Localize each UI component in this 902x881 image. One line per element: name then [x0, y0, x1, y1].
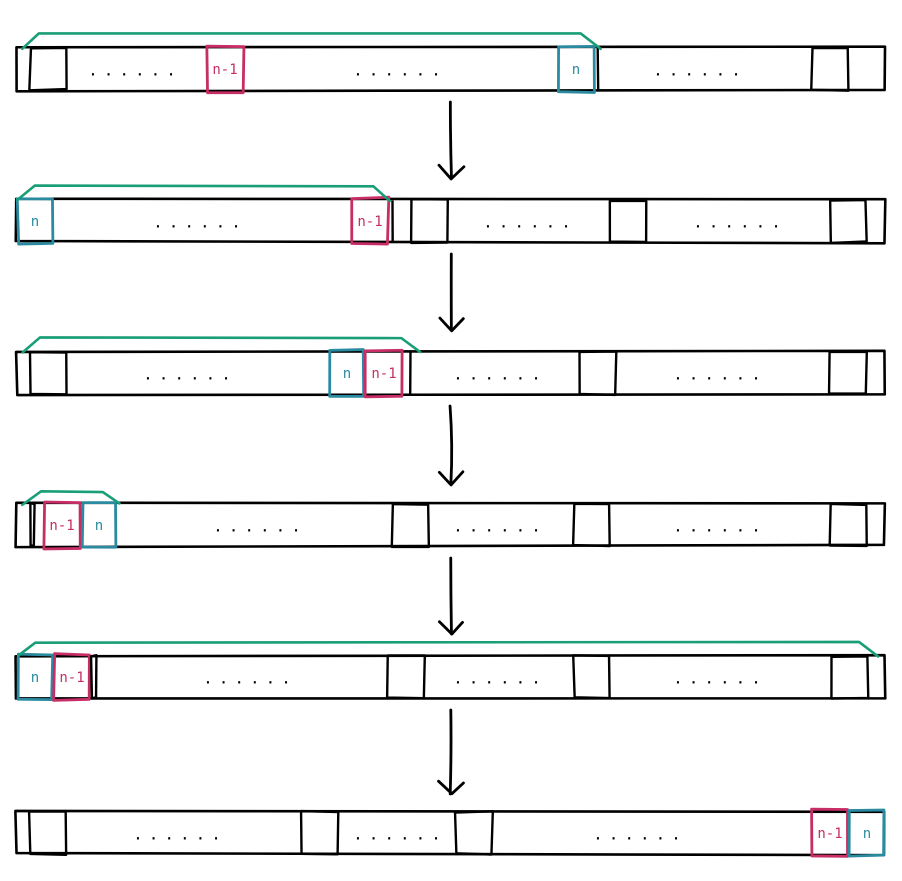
cell-label: n	[95, 518, 103, 534]
ellipsis: ......	[653, 61, 747, 80]
cell	[831, 656, 868, 698]
ellipsis: ......	[483, 213, 577, 232]
cell-label: n	[863, 826, 871, 842]
cell	[411, 199, 448, 243]
cell	[455, 811, 493, 854]
cell	[610, 201, 646, 242]
ellipsis: ......	[213, 517, 307, 536]
array-row: n-1 n..................	[16, 502, 885, 549]
arrow-shaft	[450, 710, 451, 794]
cell	[91, 655, 96, 698]
cell-label: n	[31, 670, 39, 686]
cell	[830, 504, 867, 546]
cell	[830, 200, 867, 243]
cell	[387, 655, 425, 698]
cell-label: n-1	[357, 214, 382, 230]
arrow-shaft	[450, 406, 452, 484]
divider	[598, 48, 599, 90]
cell	[29, 812, 66, 855]
array-row: n n-1..................	[16, 197, 886, 244]
arrow-shaft	[451, 558, 452, 634]
cell	[30, 352, 67, 394]
ellipsis: ......	[673, 669, 767, 688]
ellipsis: ......	[353, 61, 447, 80]
cell	[301, 811, 338, 854]
array-row: n n-1..................	[16, 654, 886, 701]
cell	[580, 352, 617, 395]
cell-label: n-1	[817, 826, 842, 842]
cell-label: n-1	[371, 366, 396, 382]
ellipsis: ......	[88, 61, 182, 80]
diagram-canvas: n-1 n.................. n n-1..............…	[0, 0, 902, 881]
array-row: n n-1..................	[16, 350, 885, 397]
cell	[811, 48, 848, 91]
cell	[392, 504, 429, 547]
cell	[829, 352, 867, 394]
array-row: n-1 n..................	[16, 46, 885, 93]
arrow-shaft	[450, 102, 451, 178]
ellipsis: ......	[203, 669, 297, 688]
ellipsis: ......	[353, 825, 447, 844]
cell-label: n-1	[59, 670, 84, 686]
ellipsis: ......	[593, 825, 687, 844]
cell-label: n	[572, 62, 580, 78]
ellipsis: ......	[143, 365, 237, 384]
ellipsis: ......	[693, 213, 787, 232]
cell	[30, 503, 34, 546]
ellipsis: ......	[453, 517, 547, 536]
cell-label: n-1	[49, 518, 74, 534]
cell-label: n	[343, 366, 351, 382]
array-row: n-1 n..................	[15, 809, 884, 856]
ellipsis: ......	[133, 825, 227, 844]
cell	[29, 48, 66, 90]
cell-label: n-1	[212, 62, 237, 78]
ellipsis: ......	[673, 517, 767, 536]
cell-label: n	[31, 214, 39, 230]
cell	[573, 655, 609, 698]
ellipsis: ......	[673, 365, 767, 384]
ellipsis: ......	[453, 365, 547, 384]
ellipsis: ......	[153, 213, 247, 232]
cell	[573, 504, 610, 546]
ellipsis: ......	[453, 669, 547, 688]
